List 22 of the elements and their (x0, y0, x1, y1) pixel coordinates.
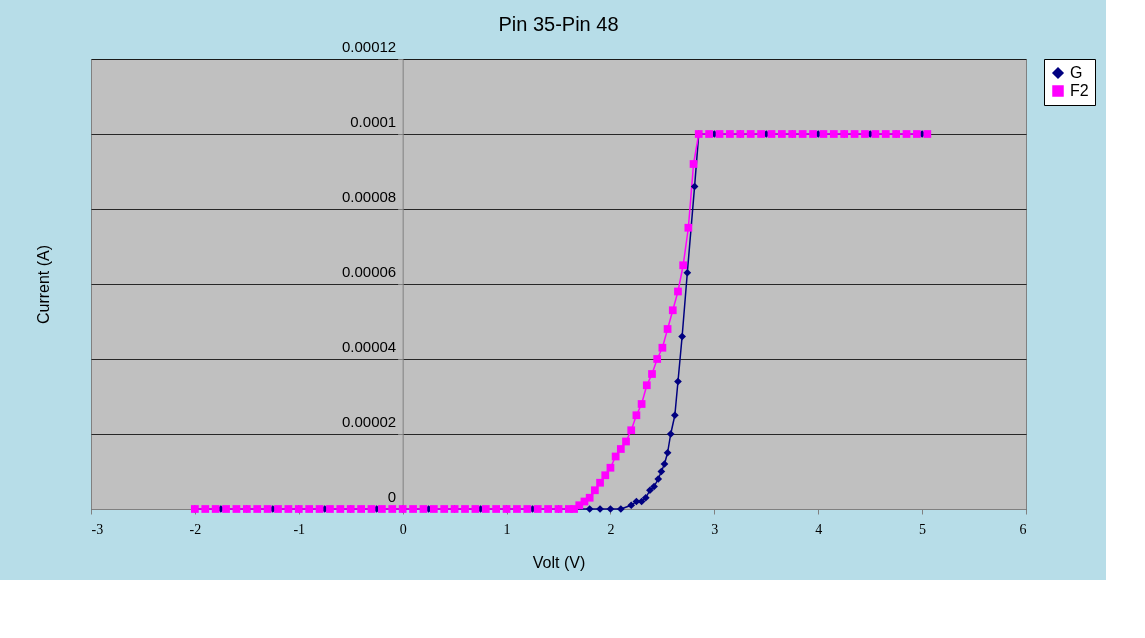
x-tick-label: 4 (815, 521, 823, 537)
y-tick-label: 0.00004 (341, 337, 397, 355)
y-tick-label: 0.00002 (341, 412, 397, 430)
y-tick-label: 0.00008 (341, 187, 397, 205)
x-tick-label: 6 (1019, 521, 1027, 537)
x-tick-label: 0 (399, 521, 407, 537)
x-tick-label: 1 (503, 521, 511, 537)
y-tick-label: 0.0001 (350, 112, 397, 130)
chart-title: Pin 35-Pin 48 (498, 13, 619, 35)
legend-label: F2 (1070, 82, 1089, 99)
x-axis-title: Volt (V) (532, 553, 586, 571)
x-tick-label: -2 (189, 521, 202, 537)
x-tick-label: 5 (919, 521, 927, 537)
x-tick-label: -3 (91, 521, 104, 537)
y-tick-label: 0.00012 (341, 37, 397, 55)
x-tick-label: 3 (711, 521, 719, 537)
x-tick-label: -1 (293, 521, 306, 537)
y-tick-label: 0 (387, 487, 397, 505)
y-axis-title: Current (A) (34, 244, 52, 325)
y-tick-label: 0.00006 (341, 262, 397, 280)
x-tick-label: 2 (607, 521, 615, 537)
legend-label: G (1070, 64, 1083, 81)
